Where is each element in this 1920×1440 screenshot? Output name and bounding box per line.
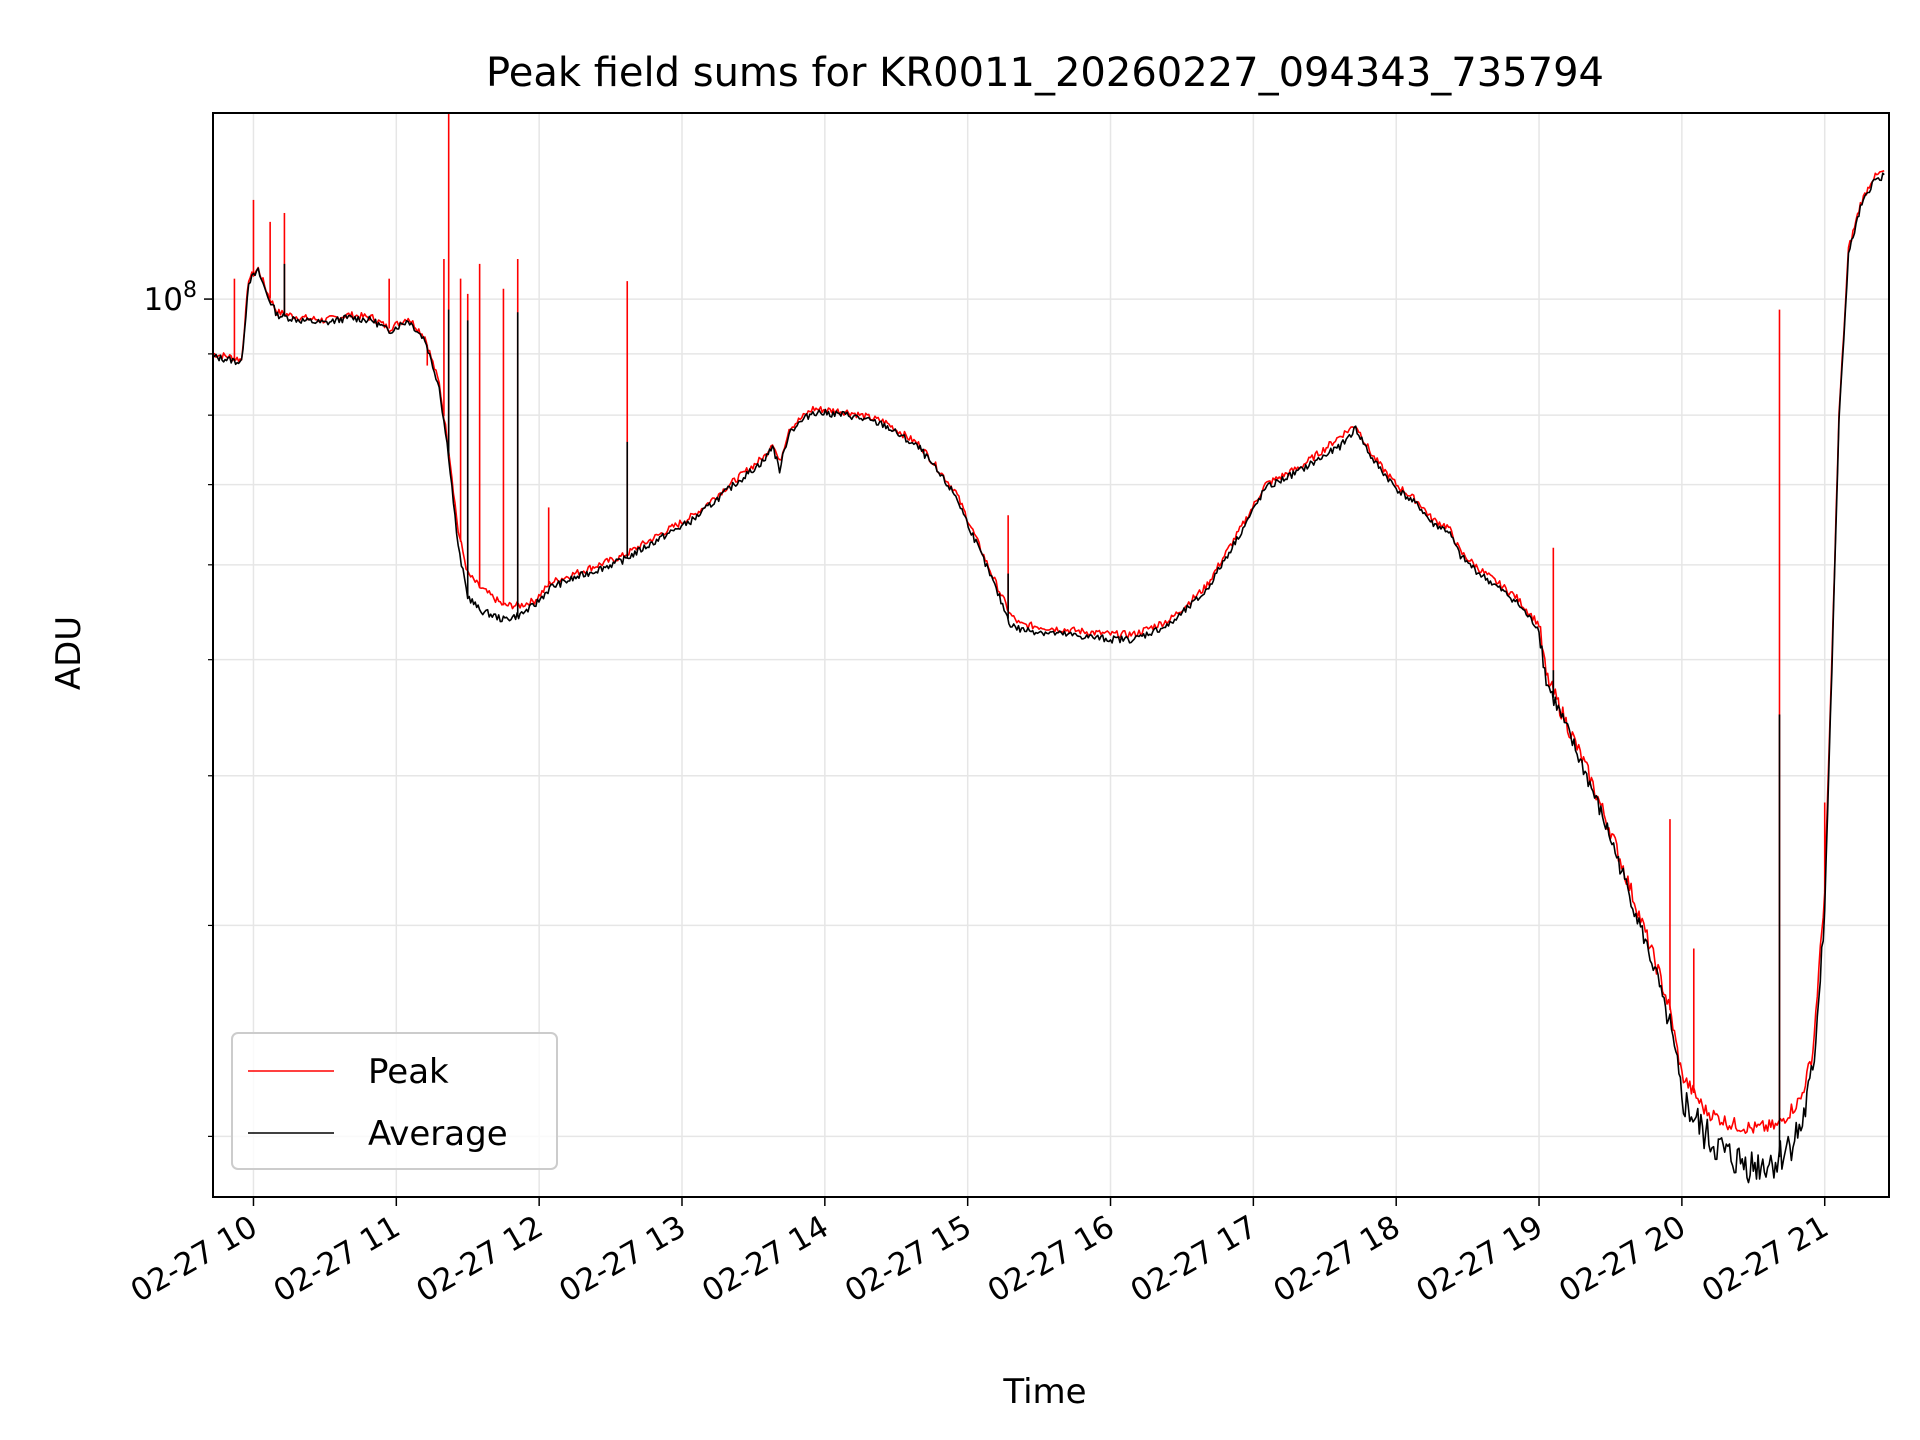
grid: [213, 113, 1889, 1197]
legend-average-label: Average: [368, 1114, 508, 1154]
x-axis-title: Time: [1002, 1372, 1086, 1412]
series-average: [213, 172, 1885, 1184]
y-axis-title: ADU: [49, 616, 89, 690]
plot-frame: [212, 112, 1890, 1198]
y-tick-label: 108: [144, 278, 197, 318]
series-line-peak: [213, 169, 1885, 1134]
series-layer: [213, 113, 1885, 1184]
legend-peak-label: Peak: [368, 1052, 449, 1092]
legend: Peak Average: [231, 1032, 558, 1170]
legend-box: [231, 1032, 558, 1170]
chart-title: Peak field sums for KR0011_20260227_0943…: [486, 50, 1604, 96]
series-line-average: [213, 172, 1885, 1184]
